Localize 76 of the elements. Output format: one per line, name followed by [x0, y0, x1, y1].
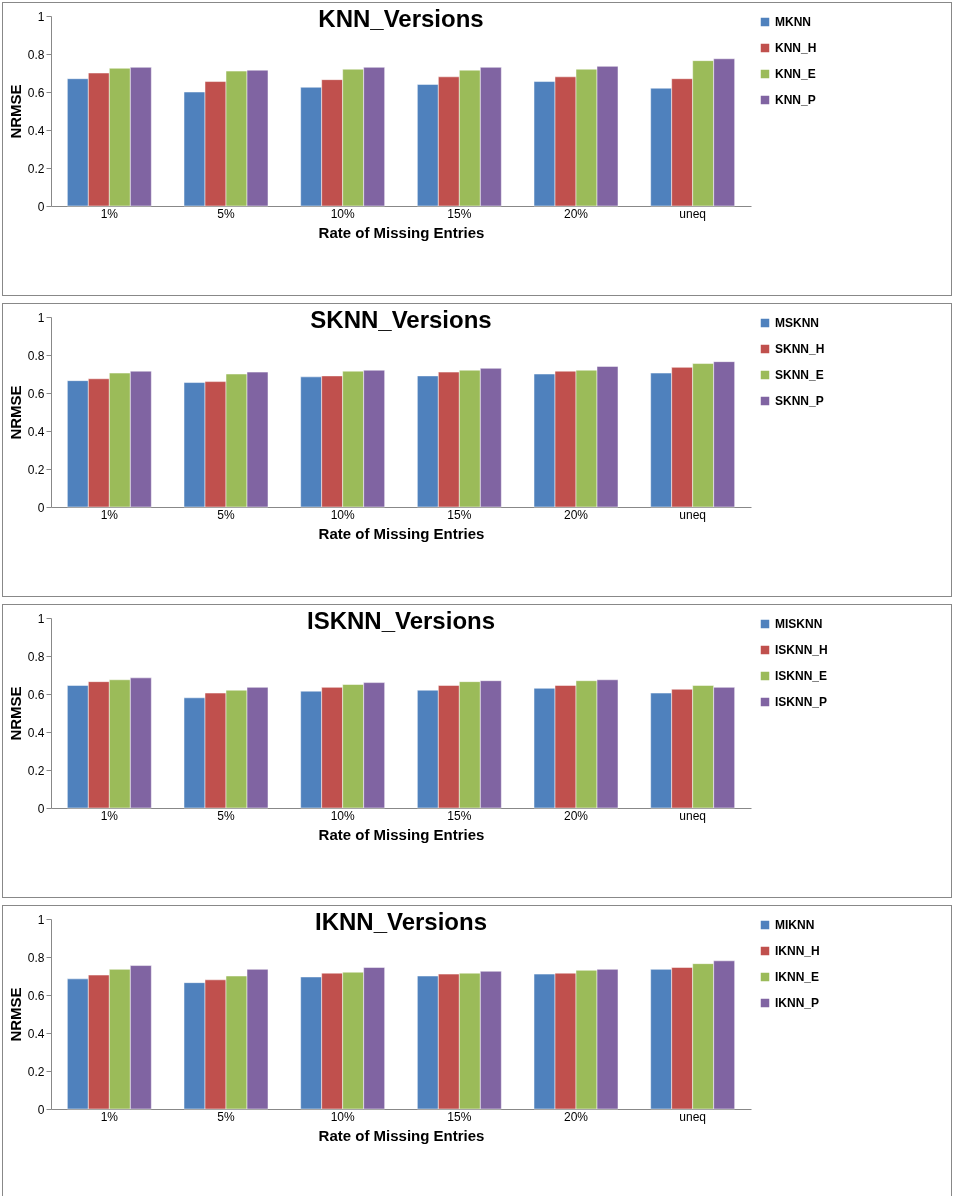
- y-tick-label: 0.2: [27, 763, 45, 778]
- y-tick-label: 1: [37, 611, 45, 626]
- y-tick-label: 0: [37, 500, 45, 515]
- x-tick-label: 5%: [217, 206, 235, 221]
- legend-label: KNN_E: [775, 67, 816, 81]
- legend-label: SKNN_P: [775, 394, 824, 408]
- y-tick-label: 0.6: [27, 386, 45, 401]
- x-tick-label: uneq: [679, 206, 707, 221]
- y-tick-label: 0: [37, 1102, 45, 1117]
- x-tick-label: 20%: [563, 206, 589, 221]
- y-tick-label: 0.4: [27, 1026, 45, 1041]
- x-tick-label: 15%: [447, 808, 472, 823]
- y-axis-title: NRMSE: [6, 84, 24, 139]
- legend-label: SKNN_E: [775, 368, 824, 382]
- x-tick-label: 20%: [563, 507, 589, 522]
- x-tick-label: 10%: [330, 808, 355, 823]
- y-axis-title: NRMSE: [6, 686, 24, 741]
- chart-title: ISKNN_Versions: [306, 607, 496, 634]
- x-tick-label: 15%: [447, 206, 472, 221]
- legend-label: KNN_P: [775, 93, 816, 107]
- x-tick-label: uneq: [679, 808, 707, 823]
- chart-title: SKNN_Versions: [310, 306, 492, 333]
- legend-label: SKNN_H: [775, 342, 825, 356]
- y-tick-label: 0.4: [27, 424, 45, 439]
- x-tick-label: 1%: [100, 507, 119, 522]
- legend-label: ISKNN_H: [775, 643, 828, 657]
- x-tick-label: 10%: [330, 1109, 355, 1124]
- x-tick-label: 1%: [100, 1109, 119, 1124]
- x-tick-label: 1%: [100, 206, 119, 221]
- y-tick-label: 1: [37, 310, 45, 325]
- y-tick-label: 0.4: [27, 123, 45, 138]
- y-tick-label: 0.2: [27, 161, 45, 176]
- x-tick-label: 15%: [447, 1109, 472, 1124]
- y-tick-label: 0.6: [27, 85, 45, 100]
- y-tick-label: 0.6: [27, 988, 45, 1003]
- y-tick-label: 0.8: [27, 47, 45, 62]
- y-tick-label: 0.4: [27, 725, 45, 740]
- legend-label: IKNN_E: [775, 970, 820, 984]
- y-tick-label: 0.2: [27, 1064, 45, 1079]
- y-tick-label: 0.6: [27, 687, 45, 702]
- y-tick-label: 0.8: [27, 649, 45, 664]
- legend-label: ISKNN_P: [775, 695, 828, 709]
- x-tick-label: 20%: [563, 808, 589, 823]
- legend-label: ISKNN_E: [775, 669, 828, 683]
- x-axis-title: Rate of Missing Entries: [318, 524, 485, 542]
- y-axis-title: NRMSE: [6, 385, 24, 440]
- legend-label: MKNN: [775, 15, 811, 29]
- legend-label: MIKNN: [775, 918, 815, 932]
- x-tick-label: 10%: [330, 507, 355, 522]
- legend-label: KNN_H: [775, 41, 817, 55]
- x-tick-label: 5%: [217, 1109, 235, 1124]
- y-tick-label: 0.2: [27, 462, 45, 477]
- x-tick-label: uneq: [679, 1109, 707, 1124]
- x-tick-label: 20%: [563, 1109, 589, 1124]
- chart-title: IKNN_Versions: [314, 908, 488, 935]
- y-tick-label: 0.8: [27, 950, 45, 965]
- legend-label: MISKNN: [775, 617, 823, 631]
- y-tick-label: 1: [37, 912, 45, 927]
- x-tick-label: 5%: [217, 507, 235, 522]
- y-tick-label: 0: [37, 801, 45, 816]
- x-axis-title: Rate of Missing Entries: [318, 1126, 485, 1144]
- x-tick-label: 10%: [330, 206, 355, 221]
- chart-title: KNN_Versions: [318, 5, 484, 32]
- x-tick-label: 15%: [447, 507, 472, 522]
- legend-label: IKNN_P: [775, 996, 820, 1010]
- x-axis-title: Rate of Missing Entries: [318, 825, 485, 843]
- x-tick-label: uneq: [679, 507, 707, 522]
- x-axis-title: Rate of Missing Entries: [318, 223, 485, 241]
- legend-label: MSKNN: [775, 316, 819, 330]
- y-axis-title: NRMSE: [6, 987, 24, 1042]
- x-tick-label: 1%: [100, 808, 119, 823]
- legend-label: IKNN_H: [775, 944, 820, 958]
- x-tick-label: 5%: [217, 808, 235, 823]
- y-tick-label: 0: [37, 199, 45, 214]
- y-tick-label: 1: [37, 9, 45, 24]
- y-tick-label: 0.8: [27, 348, 45, 363]
